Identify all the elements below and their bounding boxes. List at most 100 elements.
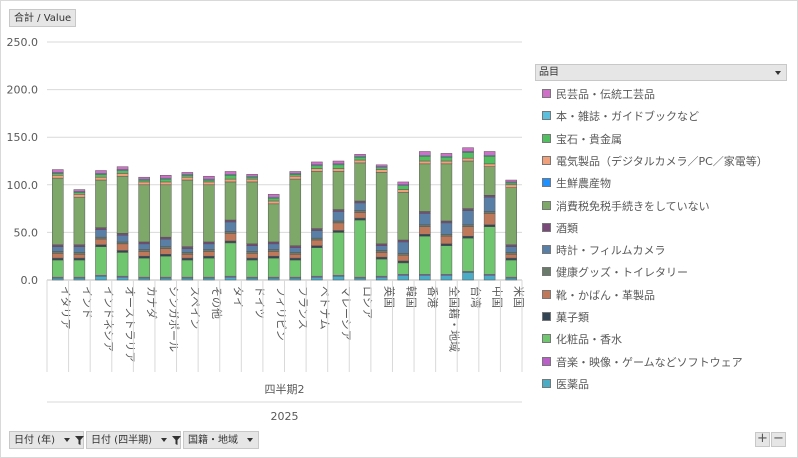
legend-swatch (542, 267, 551, 277)
chevron-down-icon (775, 71, 781, 75)
bar-segment (267, 197, 280, 202)
bar-segment (73, 277, 86, 281)
bar-segment (138, 241, 150, 245)
bar-segment (181, 252, 194, 255)
x-tick-label: 全国籍・地域 (447, 286, 461, 352)
bar-segment (289, 245, 302, 248)
bar-segment (311, 228, 323, 231)
bar-segment (397, 260, 409, 264)
bar-segment (505, 246, 517, 253)
bar-segment (332, 209, 345, 212)
bar-segment (505, 244, 517, 247)
bar-segment (397, 192, 409, 241)
bar-segment (116, 243, 129, 251)
value-field-button[interactable]: 合計 / Value (9, 9, 77, 27)
bar-segment (95, 238, 107, 246)
bar-segment (267, 255, 280, 259)
x-tick-label: フランス (296, 286, 309, 330)
filter-year-button[interactable]: 日付 (年) (9, 431, 85, 449)
bar-segment (462, 147, 474, 152)
bar-segment (181, 176, 194, 181)
bar-segment (246, 277, 258, 281)
bar-segment (483, 196, 496, 212)
bar-segment (116, 252, 129, 277)
bar-segment (375, 169, 388, 173)
bar-segment (160, 255, 172, 278)
bar-segment (483, 195, 496, 198)
chevron-down-icon (247, 438, 254, 442)
legend-label: 靴・かばん・革製品 (556, 288, 655, 302)
bar-segment (483, 224, 496, 227)
bar-segment (246, 176, 258, 180)
bar-segment (462, 157, 474, 162)
bar-segment (181, 246, 194, 249)
filter-nationality-button[interactable]: 国籍・地域 (183, 431, 259, 449)
bar-segment (440, 220, 453, 224)
bar-segment (440, 245, 453, 275)
x-tick-label: インドネシア (102, 286, 115, 352)
bar-segment (267, 243, 280, 250)
bar-segment (483, 274, 496, 281)
x-tick-label: 英国 (383, 286, 397, 308)
filter-nationality-label: 国籍・地域 (188, 435, 238, 446)
bar-segment (375, 243, 388, 246)
bar-segment (354, 162, 366, 202)
bar-segment (354, 212, 366, 219)
expand-button[interactable]: + (755, 432, 770, 447)
bar-segment (354, 202, 366, 211)
bar-segment (311, 245, 323, 248)
bar-segment (224, 175, 237, 180)
bar-segment (440, 160, 453, 165)
filter-quarter-button[interactable]: 日付 (四半期) (86, 431, 182, 449)
legend-label: 生鮮農産物 (556, 177, 611, 191)
legend-field-button[interactable]: 品目 (535, 64, 787, 81)
bar-segment (181, 277, 194, 281)
bar-segment (462, 210, 474, 226)
bar-segment (52, 277, 64, 281)
bar-segment (440, 163, 453, 222)
bar-segment (224, 221, 237, 232)
filter-icon (172, 435, 182, 445)
bar-segment (160, 248, 172, 255)
bar-segment (462, 152, 474, 159)
bar-segment (483, 163, 496, 167)
legend-label: 健康グッズ・トイレタリー (556, 266, 688, 280)
bar-segment (246, 245, 258, 252)
bar-segment (289, 254, 302, 259)
x-tick-label: 米国 (512, 286, 525, 308)
bar-segment (95, 236, 107, 240)
bar-segment (116, 233, 129, 236)
x-tick-label: マレーシア (339, 286, 352, 341)
bar-segment (73, 252, 86, 255)
bar-segment (203, 184, 215, 243)
bar-segment (289, 174, 302, 177)
bar-segment (332, 220, 345, 224)
bar-segment (181, 259, 194, 278)
bar-segment (354, 154, 366, 157)
bar-segment (73, 254, 86, 259)
bar-segment (419, 151, 431, 156)
bar-segment (203, 181, 215, 186)
chevron-down-icon (64, 438, 71, 442)
bar-segment (419, 235, 431, 275)
y-tick-label: 0.0 (21, 274, 39, 287)
legend-label: 宝石・貴金属 (556, 132, 622, 146)
x-tick-label: ロシア (361, 286, 374, 319)
bar-segment (375, 258, 388, 277)
bar-segment (224, 181, 237, 221)
bar-segment (332, 230, 345, 233)
legend-swatch (542, 289, 551, 299)
bar-segment (419, 213, 431, 226)
bar-segment (311, 237, 323, 241)
filter-quarter-label: 日付 (四半期) (91, 435, 152, 446)
bar-segment (181, 172, 194, 175)
bar-segment (440, 234, 453, 237)
bar-segment (311, 168, 323, 172)
bar-segment (505, 259, 517, 278)
bar-segment (246, 181, 258, 245)
bar-segment (116, 173, 129, 177)
bar-segment (289, 277, 302, 281)
y-tick-label: 250.0 (7, 36, 39, 49)
x-tick-label: ベトナム (318, 286, 331, 330)
collapse-button[interactable]: − (771, 432, 786, 447)
